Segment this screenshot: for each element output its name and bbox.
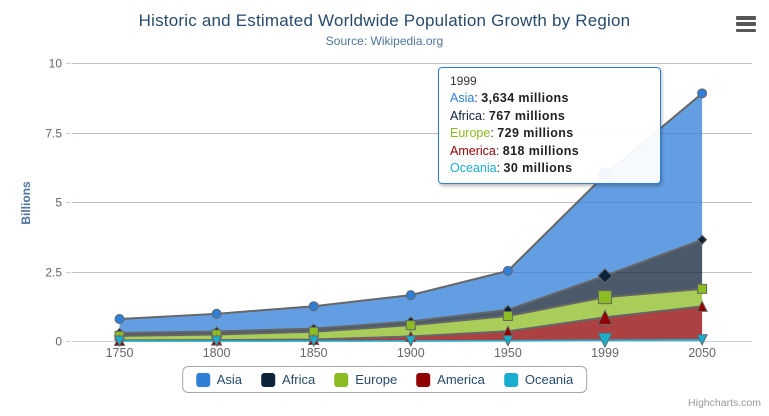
y-axis-label: 10 bbox=[49, 57, 63, 71]
tooltip-series-name: Europe bbox=[450, 126, 491, 140]
legend-swatch-icon bbox=[503, 372, 518, 387]
legend: Asia Africa Europe America Oceania bbox=[181, 366, 588, 393]
marker-oceania-2050[interactable] bbox=[696, 334, 708, 346]
x-axis-label: 2050 bbox=[688, 346, 716, 360]
marker-america-2050[interactable] bbox=[696, 300, 708, 312]
burger-bar bbox=[736, 16, 756, 20]
y-axis-label: 0 bbox=[55, 335, 62, 349]
marker-europe-2050[interactable] bbox=[697, 283, 708, 294]
tooltip-header: 1999 bbox=[450, 74, 477, 88]
marker-oceania-1850[interactable] bbox=[307, 335, 320, 348]
x-axis-label: 1999 bbox=[591, 346, 619, 360]
tooltip-series-value: 729 millions bbox=[497, 126, 574, 140]
legend-item-america[interactable]: America bbox=[416, 372, 485, 387]
tooltip-series-value: 30 millions bbox=[503, 161, 573, 175]
tooltip-series-value: 767 millions bbox=[488, 108, 566, 123]
x-axis-label: 1950 bbox=[494, 346, 522, 360]
legend-label: Europe bbox=[355, 372, 398, 387]
marker-asia-1900[interactable] bbox=[405, 290, 416, 301]
x-axis-label: 1900 bbox=[397, 346, 425, 360]
marker-asia-1800[interactable] bbox=[211, 308, 222, 319]
legend-label: Oceania bbox=[524, 372, 574, 387]
chart-subtitle: Source: Wikipedia.org bbox=[325, 34, 444, 48]
x-axis-label: 1750 bbox=[106, 346, 134, 360]
marker-africa-2050[interactable] bbox=[696, 234, 708, 245]
chart-title: Historic and Estimated Worldwide Populat… bbox=[138, 11, 631, 30]
tooltip-series-name: Asia bbox=[450, 91, 475, 105]
tooltip-row-oceania: Oceania: 30 millions bbox=[450, 161, 573, 175]
x-axis-label: 1800 bbox=[203, 346, 231, 360]
area-asia[interactable] bbox=[119, 93, 703, 333]
marker-africa-1999[interactable] bbox=[597, 268, 613, 284]
y-axis-label: 7.5 bbox=[45, 127, 62, 141]
axis-labels: 0 2.5 5 7.5 10 1750 1800 1850 1900 1950 1999 2050 bbox=[45, 57, 716, 361]
legend-label: Asia bbox=[216, 372, 243, 387]
tooltip: 1999 Asia: 3,634 millions Africa: 767 mil… bbox=[438, 67, 661, 184]
y-axis-label: 2.5 bbox=[45, 266, 62, 280]
marker-oceania-1800[interactable] bbox=[210, 335, 223, 348]
tooltip-series-value: 3,634 millions bbox=[481, 91, 569, 105]
legend-swatch-icon bbox=[195, 372, 210, 387]
burger-bar bbox=[736, 28, 756, 32]
tooltip-series-name: Oceania bbox=[450, 161, 497, 175]
tooltip-row-africa: Africa: 767 millions bbox=[450, 108, 566, 123]
y-axis-title: Billions bbox=[19, 181, 33, 225]
tooltip-series-name: Africa bbox=[450, 108, 482, 123]
tooltip-series-name: America bbox=[450, 143, 496, 158]
legend-item-oceania[interactable]: Oceania bbox=[503, 372, 574, 387]
marker-america-1999[interactable] bbox=[597, 309, 613, 325]
markers-oceania bbox=[113, 332, 708, 349]
tooltip-row-asia: Asia: 3,634 millions bbox=[450, 91, 569, 105]
marker-europe-1900[interactable] bbox=[405, 320, 416, 331]
legend-swatch-icon bbox=[261, 372, 276, 387]
legend-swatch-icon bbox=[416, 372, 431, 387]
y-axis-label: 5 bbox=[55, 196, 62, 210]
legend-label: Africa bbox=[282, 372, 316, 387]
area-africa[interactable] bbox=[119, 239, 703, 336]
marker-oceania-1750[interactable] bbox=[113, 335, 126, 348]
marker-europe-1999[interactable] bbox=[598, 290, 612, 305]
legend-label: America bbox=[437, 372, 485, 387]
legend-item-asia[interactable]: Asia bbox=[195, 372, 243, 387]
marker-oceania-1950[interactable] bbox=[502, 335, 514, 347]
marker-asia-1850[interactable] bbox=[308, 301, 319, 312]
credits-link[interactable]: Highcharts.com bbox=[688, 397, 761, 409]
marker-europe-1950[interactable] bbox=[502, 311, 513, 322]
marker-oceania-1999[interactable] bbox=[597, 332, 613, 349]
legend-item-africa[interactable]: Africa bbox=[261, 372, 315, 387]
tooltip-series-value: 818 millions bbox=[502, 143, 580, 158]
tooltip-rows: Asia: 3,634 millions Africa: 767 millions… bbox=[450, 90, 649, 178]
tooltip-row-america: America: 818 millions bbox=[450, 143, 580, 158]
marker-asia-1950[interactable] bbox=[502, 265, 513, 276]
legend-swatch-icon bbox=[334, 372, 349, 387]
marker-asia-1750[interactable] bbox=[114, 314, 125, 325]
burger-bar bbox=[736, 22, 756, 26]
x-axis-label: 1850 bbox=[300, 346, 328, 360]
context-menu-icon[interactable] bbox=[735, 15, 757, 33]
marker-asia-2050[interactable] bbox=[697, 88, 708, 99]
marker-oceania-1900[interactable] bbox=[404, 335, 417, 347]
legend-item-europe[interactable]: Europe bbox=[334, 372, 397, 387]
tooltip-row-europe: Europe: 729 millions bbox=[450, 126, 574, 140]
area-america[interactable] bbox=[119, 306, 703, 341]
